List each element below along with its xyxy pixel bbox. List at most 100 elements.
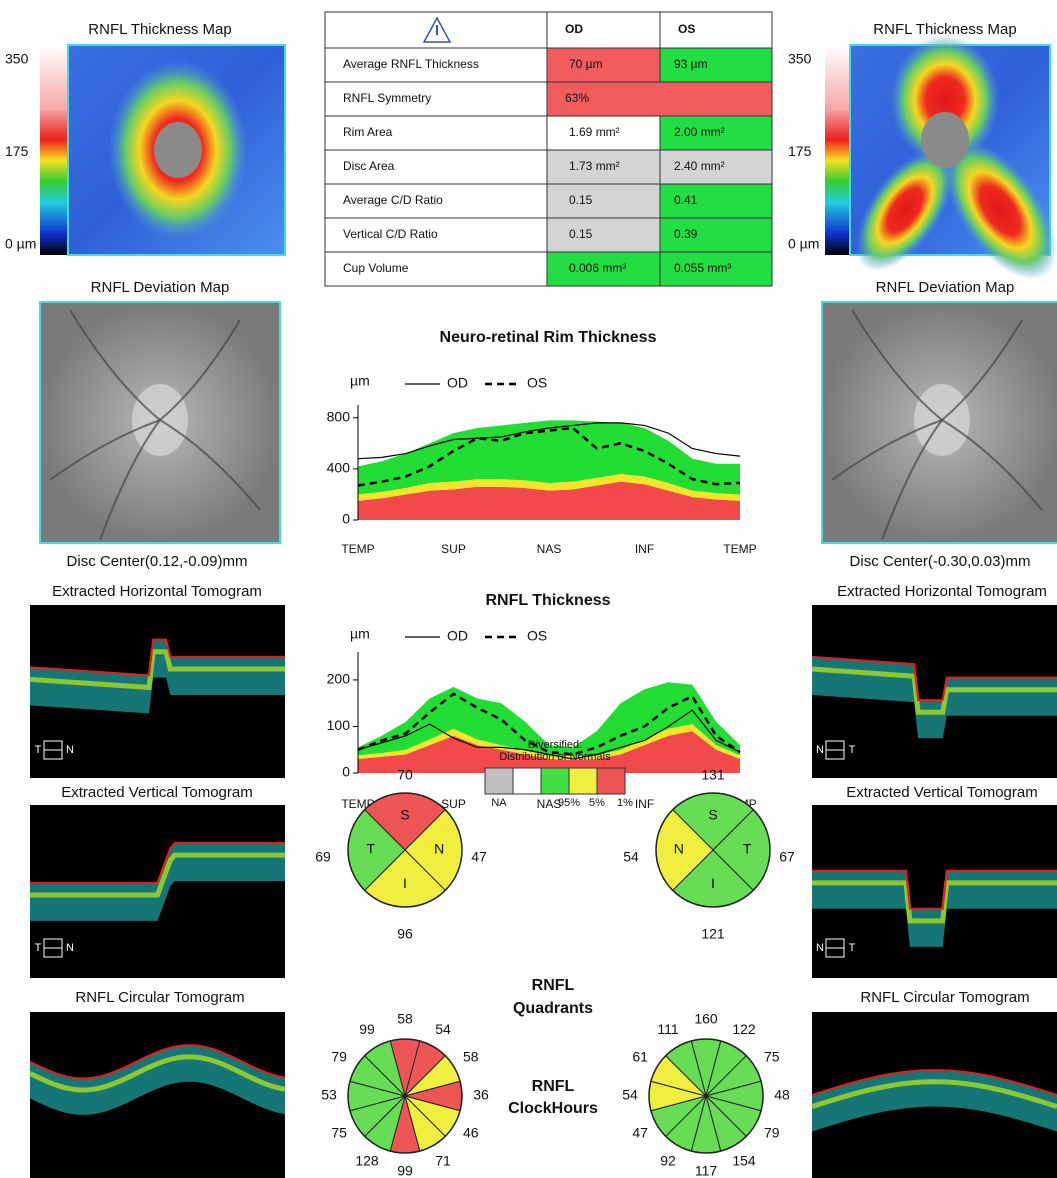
- cell-value: 0.39: [674, 227, 698, 241]
- normal-band: [358, 682, 740, 757]
- cell-value: 70 µm: [569, 57, 603, 71]
- cell-value: 1.73 mm²: [569, 159, 620, 173]
- orientation-label: T: [849, 942, 856, 954]
- vessel: [851, 309, 943, 421]
- cell-value: 2.40 mm²: [674, 159, 725, 173]
- clock-hour-value: 54: [435, 1021, 451, 1037]
- table-cell: [546, 251, 661, 287]
- surface-line: [812, 869, 1057, 910]
- panel-title: Extracted Horizontal Tomogram: [52, 583, 262, 600]
- colorbar: [40, 45, 68, 255]
- clock-hour-value: 128: [355, 1153, 379, 1169]
- legend-label: OS: [527, 628, 547, 644]
- orientation-label: T: [849, 744, 856, 756]
- normal-band: [358, 474, 740, 501]
- surface-line: [811, 655, 1057, 702]
- clock-hour-value: 54: [622, 1087, 638, 1103]
- quadrant-value: 131: [701, 767, 725, 783]
- colorbar-tick-label: 0 µm: [788, 236, 819, 252]
- retina-layer: [30, 639, 285, 714]
- table-cell: [324, 183, 548, 219]
- retina-layer: [30, 852, 285, 898]
- quadrant-letter: T: [367, 841, 376, 857]
- clock-hour-value: 75: [331, 1125, 347, 1141]
- chart-title: Neuro-retinal Rim Thickness: [440, 329, 657, 346]
- normal-band: [358, 420, 740, 495]
- row-label: Disc Area: [343, 159, 395, 173]
- normal-band: [358, 724, 740, 760]
- table-cell: [546, 183, 661, 219]
- orientation-label: N: [66, 744, 74, 756]
- clock-hour-value: 160: [694, 1011, 718, 1027]
- row-label: Average C/D Ratio: [343, 193, 443, 207]
- panel-title: RNFL Circular Tomogram: [860, 989, 1029, 1006]
- quadrant-value: 96: [397, 926, 413, 942]
- legend-label: 95%: [558, 797, 580, 809]
- legend-label: NA: [491, 797, 507, 809]
- legend-title: Distribution of Normals: [499, 751, 611, 763]
- cell-value: 63%: [565, 91, 589, 105]
- orientation-label: T: [35, 942, 42, 954]
- surface-line: [29, 638, 285, 677]
- orientation-label: N: [66, 942, 74, 954]
- retina-layer: [812, 880, 1057, 924]
- retina-layer: [812, 1070, 1057, 1132]
- clock-hour-value: 75: [764, 1049, 780, 1065]
- x-tick-label: TEMP: [723, 542, 756, 556]
- quadrant-value: 70: [397, 767, 413, 783]
- row-label: Cup Volume: [343, 261, 409, 275]
- panel-title: RNFL Deviation Map: [876, 279, 1015, 296]
- y-tick-label: 400: [327, 460, 351, 476]
- vessel: [941, 419, 1043, 511]
- y-tick-label: 0: [342, 511, 350, 527]
- table-header-cell: OS: [678, 22, 695, 36]
- panel-title: RNFL Thickness Map: [873, 21, 1016, 38]
- chart-title: RNFL Thickness: [485, 592, 610, 609]
- table-header-cell: OD: [565, 22, 583, 36]
- retina-layer: [812, 656, 1057, 739]
- clock-hour-value: 79: [331, 1049, 347, 1065]
- table-cell: [659, 47, 773, 83]
- y-tick-label: 200: [327, 671, 351, 687]
- cell-value: 2.00 mm²: [674, 125, 725, 139]
- cell-value: 0.055 mm³: [674, 261, 731, 275]
- table-cell: [659, 251, 773, 287]
- legend-label: OD: [447, 375, 468, 391]
- clock-hour-value: 117: [695, 1163, 718, 1178]
- panel-title: Extracted Vertical Tomogram: [61, 784, 252, 801]
- section-label: ClockHours: [508, 1100, 598, 1117]
- vessel: [99, 419, 161, 541]
- colorbar-tick-label: 350: [788, 51, 812, 67]
- surface-line: [811, 1069, 1057, 1096]
- clock-hour-value: 111: [657, 1021, 678, 1037]
- legend-label: 1%: [617, 797, 633, 809]
- quadrant-letter: I: [403, 875, 407, 891]
- x-tick-label: NAS: [537, 797, 562, 811]
- colorbar-tick-label: 0 µm: [5, 236, 36, 252]
- clock-hour-value: 99: [397, 1163, 413, 1178]
- quadrant-letter: N: [674, 841, 684, 857]
- panel-title: Extracted Horizontal Tomogram: [837, 583, 1047, 600]
- row-label: RNFL Symmetry: [343, 91, 431, 105]
- row-label: Rim Area: [343, 125, 393, 139]
- legend-label: OD: [447, 628, 468, 644]
- clock-hour-value: 46: [463, 1125, 479, 1141]
- table-cell: [659, 115, 773, 151]
- series-line: [357, 692, 741, 756]
- clock-hour-value: 79: [764, 1125, 780, 1141]
- section-label: Quadrants: [513, 1000, 593, 1017]
- cell-value: 0.15: [569, 193, 593, 207]
- pie-outline: [347, 1038, 463, 1154]
- orientation-label: N: [816, 942, 824, 954]
- x-tick-label: SUP: [441, 542, 466, 556]
- vessel: [49, 419, 161, 481]
- y-tick-label: 0: [342, 764, 350, 780]
- table-cell: [659, 217, 773, 253]
- retina-layer: [28, 1054, 286, 1093]
- pie-outline: [347, 792, 463, 908]
- quadrant-letter: N: [434, 841, 444, 857]
- clock-hour-value: 58: [463, 1049, 479, 1065]
- legend-label: OS: [527, 375, 547, 391]
- colorbar-tick-label: 175: [788, 143, 812, 159]
